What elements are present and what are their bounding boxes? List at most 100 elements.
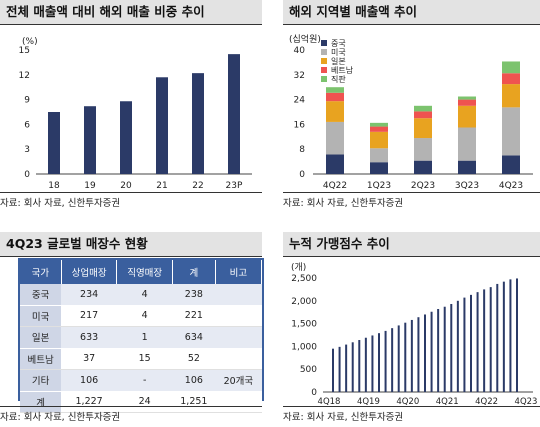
stacked-bar-segment — [414, 138, 432, 161]
x-tick-label: 4Q20 — [396, 397, 419, 407]
bar — [192, 73, 204, 174]
source-divider — [283, 192, 540, 193]
x-tick-label: 4Q18 — [318, 397, 341, 407]
x-tick-label: 18 — [48, 181, 60, 191]
table-row: 미국 217 4 221 — [20, 305, 262, 327]
panel-franchise-count: 누적 가맹점수 추이 (개) 0 500 1,000 1,500 2,000 2,500 4Q… — [283, 232, 540, 427]
table-row: 계 1,227 24 1,251 — [20, 391, 262, 413]
table-cell: 24 — [116, 391, 173, 413]
legend-swatch — [321, 67, 327, 73]
row-header-cell: 일본 — [20, 326, 62, 349]
x-tick-label: 22 — [192, 181, 203, 191]
stacked-bar-segment — [326, 121, 344, 155]
bar — [483, 289, 486, 392]
bar — [351, 342, 354, 392]
source-note: 자료: 회사 자료, 신한투자증권 — [0, 198, 121, 209]
bar — [463, 297, 466, 392]
y-tick-label: 3 — [24, 145, 30, 155]
bar — [345, 344, 348, 392]
source-divider — [0, 192, 262, 193]
x-tick-label: 4Q22 — [323, 181, 347, 191]
bar — [48, 112, 60, 174]
table-cell: 106 — [172, 369, 216, 392]
x-tick-label: 4Q23 — [515, 397, 538, 407]
bar — [509, 279, 512, 392]
bar — [443, 306, 446, 392]
source-divider — [283, 406, 540, 407]
bar — [120, 101, 132, 174]
bar — [371, 335, 374, 392]
bar — [397, 325, 400, 392]
stacked-bar-segment — [414, 111, 432, 119]
panel-region-sales: 해외 지역별 매출액 추이 (십억원) 0 8 16 24 32 40 4Q22 1Q23 2Q2… — [283, 0, 540, 210]
stacked-bar-segment — [502, 61, 520, 74]
bar — [364, 337, 367, 392]
panel-title: 4Q23 글로벌 매장수 현황 — [0, 232, 262, 256]
source-note: 자료: 회사 자료, 신한투자증권 — [0, 412, 121, 423]
panel-title: 해외 지역별 매출액 추이 — [283, 0, 540, 24]
row-header-cell: 베트남 — [20, 348, 62, 370]
y-tick-label: 40 — [294, 46, 306, 56]
stacked-bar-segment — [458, 160, 476, 174]
bar — [516, 278, 518, 392]
bar — [156, 77, 168, 174]
stacked-bar-segment — [370, 122, 388, 127]
stacked-bar-segment — [458, 105, 476, 128]
title-underline — [0, 256, 262, 257]
x-tick-label: 2Q23 — [411, 181, 435, 191]
stacked-bar-segment — [458, 96, 476, 100]
stacked-bar-segment — [326, 92, 344, 102]
y-tick-label: 500 — [300, 365, 317, 375]
row-header-cell: 중국 — [20, 284, 62, 306]
legend-swatch — [321, 40, 327, 46]
table-cell — [215, 284, 262, 306]
x-tick-label: 4Q22 — [475, 397, 498, 407]
row-header-cell: 기타 — [20, 369, 62, 392]
table-cell: 1,227 — [61, 391, 117, 413]
table-header-row: 국가 상업매장 직영매장 계 비고 — [20, 260, 263, 284]
table-header-cell: 국가 — [20, 260, 62, 284]
store-count-table: 국가 상업매장 직영매장 계 비고 중국 234 4 238 미국 217 4 221 일본 633 1 63… — [20, 260, 263, 413]
x-tick-label: 20 — [120, 181, 132, 191]
table-row: 중국 234 4 238 — [20, 284, 262, 306]
stacked-bar-segment — [326, 87, 344, 93]
y-tick-label: 6 — [24, 120, 30, 130]
title-underline — [0, 24, 262, 25]
stacked-bar-segment — [414, 105, 432, 112]
y-tick-label: 2,000 — [291, 297, 317, 307]
bar — [476, 292, 479, 392]
x-tick-label: 19 — [84, 181, 96, 191]
bar — [358, 340, 361, 392]
bar — [404, 322, 407, 392]
y-tick-label: 0 — [299, 170, 305, 180]
stacked-bar-segment — [370, 162, 388, 174]
stacked-bar-segment — [414, 160, 432, 174]
stacked-bar-segment — [458, 99, 476, 106]
legend-swatch — [321, 49, 327, 55]
stacked-bar-segment — [370, 126, 388, 132]
stacked-bar-segment — [502, 155, 520, 174]
table-header-cell: 상업매장 — [61, 260, 118, 284]
table-cell: 234 — [61, 284, 117, 306]
bar — [384, 330, 387, 392]
table-cell: 20개국 — [215, 369, 262, 392]
y-tick-label: 0 — [311, 388, 317, 398]
bar — [430, 311, 433, 392]
row-header-cell: 계 — [20, 391, 62, 413]
bar — [417, 317, 420, 392]
panel-store-table: 4Q23 글로벌 매장수 현황 국가 상업매장 직영매장 계 비고 중국 234 4 238 미… — [0, 232, 264, 427]
panel-overseas-share: 전체 매출액 대비 해외 매출 비중 추이 (%) 0 3 6 9 12 15 18 19 20 2… — [0, 0, 262, 210]
source-divider — [0, 406, 262, 407]
x-tick-label: 3Q23 — [455, 181, 479, 191]
table-cell: 4 — [116, 284, 173, 306]
panel-title: 전체 매출액 대비 해외 매출 비중 추이 — [0, 0, 262, 24]
stacked-bar-segment — [502, 73, 520, 85]
y-tick-label: 0 — [24, 170, 30, 180]
table-row: 베트남 37 15 52 — [20, 348, 262, 370]
bar — [338, 346, 341, 392]
bar — [456, 300, 459, 392]
chart-region-sales: (십억원) 0 8 16 24 32 40 4Q22 1Q23 2Q23 3Q23 4Q23 중국미국일… — [289, 33, 533, 191]
table-cell — [215, 305, 262, 327]
row-header-cell: 미국 — [20, 305, 62, 327]
source-note: 자료: 회사 자료, 신한투자증권 — [283, 412, 404, 423]
